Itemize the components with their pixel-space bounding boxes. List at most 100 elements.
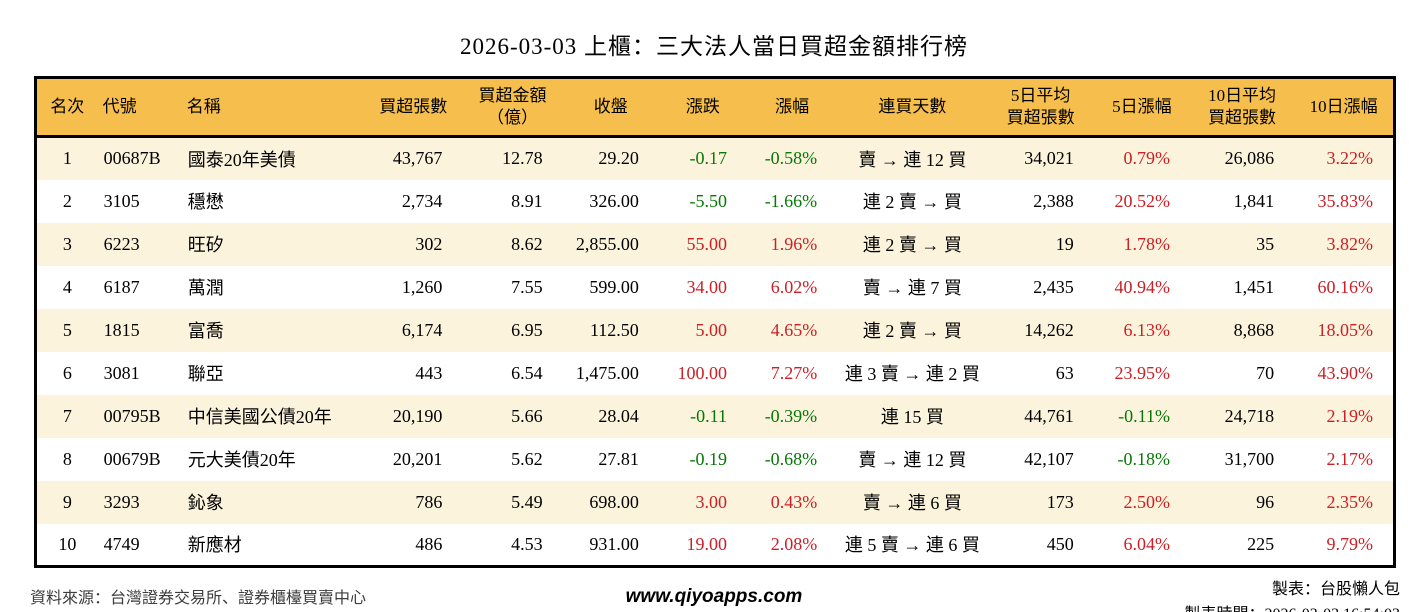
col-header-rank: 名次 [35,77,98,138]
cell-avg10-volume: 35 [1256,233,1275,254]
cell-buy-volume: 786 [415,491,443,512]
cell-price-change: -0.17 [689,148,728,169]
cell-close-price: 112.50 [589,319,639,340]
cell-10day-pct: 2.19% [1326,405,1374,426]
cell-10day-pct: 43.90% [1317,362,1374,383]
cell-10day-pct: 60.16% [1317,276,1374,297]
cell-5day-pct: 0.79% [1123,148,1170,169]
cell-price-change: 5.00 [695,319,728,340]
table-row: 4 6187 萬潤 1,260 7.55 599.00 34.00 6.02% … [36,266,1395,309]
cell-avg10-volume: 70 [1256,362,1275,383]
data-source-note: 資料來源：台灣證券交易所、證券櫃檯買賣中心 [30,590,367,607]
cell-5day-pct: 20.52% [1114,190,1170,211]
cell-stock-name: 國泰20年美債 [187,149,296,170]
cell-5day-pct: 23.95% [1114,362,1170,383]
cell-buy-streak: 賣 → 連 6 買 [862,493,962,513]
cell-price-change: -0.11 [690,405,727,426]
cell-stock-code: 00795B [103,405,161,426]
cell-avg5-volume: 44,761 [1024,405,1074,426]
cell-buy-volume: 1,260 [401,276,443,297]
cell-stock-name: 元大美債20年 [187,450,296,470]
cell-avg5-volume: 14,262 [1024,319,1074,340]
col-header-change-pct: 漲幅 [747,77,838,138]
table-row: 6 3081 聯亞 443 6.54 1,475.00 100.00 7.27%… [36,352,1395,395]
made-time-line: 製表時間：2026-03-03 16:54:03 [1184,602,1400,612]
cell-buy-amount: 8.62 [511,233,543,254]
cell-rank: 3 [62,233,72,254]
cell-stock-code: 3293 [103,491,140,512]
cell-change-pct: 4.65% [770,319,818,340]
cell-10day-pct: 2.17% [1326,448,1374,469]
header-row: 名次 代號 名稱 買超張數 買超金額 （億） 收盤 漲跌 漲幅 連買天數 5日平… [35,77,1395,138]
cell-avg10-volume: 96 [1256,491,1275,512]
cell-buy-streak: 賣 → 連 12 買 [858,149,967,170]
cell-rank: 6 [62,362,72,383]
cell-rank: 5 [62,319,72,340]
cell-price-change: -0.19 [689,448,728,469]
cell-avg10-volume: 8,868 [1233,319,1275,340]
cell-10day-pct: 2.35% [1326,491,1374,512]
cell-5day-pct: -0.11% [1118,405,1170,426]
cell-10day-pct: 3.82% [1326,233,1374,254]
cell-avg5-volume: 42,107 [1024,448,1074,469]
cell-buy-volume: 6,174 [401,319,443,340]
cell-10day-pct: 35.83% [1317,190,1374,211]
cell-avg10-volume: 24,718 [1224,405,1275,426]
cell-avg10-volume: 31,700 [1224,448,1275,469]
cell-avg5-volume: 2,435 [1033,276,1074,297]
table-row: 7 00795B 中信美國公債20年 20,190 5.66 28.04 -0.… [35,394,1395,438]
cell-close-price: 28.04 [598,405,639,426]
page-title: 2026-03-03 上櫃：三大法人當日買超金額排行榜 [459,34,969,59]
cell-stock-code: 3081 [103,362,140,383]
cell-buy-streak: 連 3 賣 → 連 2 買 [844,364,980,384]
table-header: 名次 代號 名稱 買超張數 買超金額 （億） 收盤 漲跌 漲幅 連買天數 5日平… [35,77,1395,138]
col-header-name: 名稱 [181,77,365,138]
cell-buy-amount: 5.49 [511,491,543,512]
cell-stock-code: 00687B [103,148,161,169]
col-header-pct10: 10日漲幅 [1294,77,1395,138]
cell-buy-volume: 2,734 [401,190,443,211]
cell-stock-code: 4749 [103,533,140,554]
table-row: 1 00687B 國泰20年美債 43,767 12.78 29.20 -0.1… [35,136,1395,180]
cell-stock-code: 6223 [103,233,140,254]
col-header-change: 漲跌 [658,77,747,138]
cell-5day-pct: 2.50% [1123,491,1170,512]
cell-close-price: 599.00 [589,276,639,297]
cell-5day-pct: -0.18% [1117,448,1170,469]
cell-5day-pct: 40.94% [1114,276,1170,297]
col-header-buy-volume: 買超張數 [364,77,463,138]
cell-stock-name: 旺矽 [187,235,224,255]
cell-stock-name: 萬潤 [187,278,224,298]
col-header-pct5: 5日漲幅 [1093,77,1190,138]
cell-stock-code: 6187 [103,276,140,297]
cell-stock-name: 新應材 [187,535,242,556]
table-body: 1 00687B 國泰20年美債 43,767 12.78 29.20 -0.1… [35,136,1395,567]
cell-close-price: 2,855.00 [575,233,639,254]
cell-stock-code: 1815 [103,319,140,340]
cell-close-price: 29.20 [598,148,639,169]
maker-note: 製表：台股懶人包 製表時間：2026-03-03 16:54:03 [1184,577,1400,612]
cell-buy-amount: 12.78 [502,148,543,169]
table-row: 8 00679B 元大美債20年 20,201 5.62 27.81 -0.19… [36,438,1395,481]
cell-avg10-volume: 225 [1247,533,1275,554]
website-text: www.qiyoapps.com [625,586,803,607]
cell-stock-name: 穩懋 [187,192,224,212]
cell-price-change: 19.00 [686,533,728,554]
cell-10day-pct: 18.05% [1317,319,1374,340]
cell-buy-amount: 5.62 [511,448,543,469]
cell-buy-streak: 賣 → 連 12 買 [858,450,967,470]
cell-avg10-volume: 1,451 [1233,276,1275,297]
cell-close-price: 1,475.00 [575,362,639,383]
cell-10day-pct: 3.22% [1326,148,1374,169]
cell-change-pct: 2.08% [770,533,818,554]
cell-change-pct: 0.43% [770,491,818,512]
cell-avg5-volume: 19 [1055,233,1074,254]
col-header-avg5: 5日平均 買超張數 [987,77,1094,138]
cell-buy-amount: 6.95 [511,319,543,340]
cell-buy-streak: 連 2 賣 → 買 [862,235,962,255]
col-header-close: 收盤 [562,77,659,138]
cell-change-pct: 7.27% [770,362,818,383]
table-row: 2 3105 穩懋 2,734 8.91 326.00 -5.50 -1.66%… [36,180,1395,223]
cell-change-pct: 6.02% [770,276,818,297]
cell-price-change: -5.50 [689,190,728,211]
